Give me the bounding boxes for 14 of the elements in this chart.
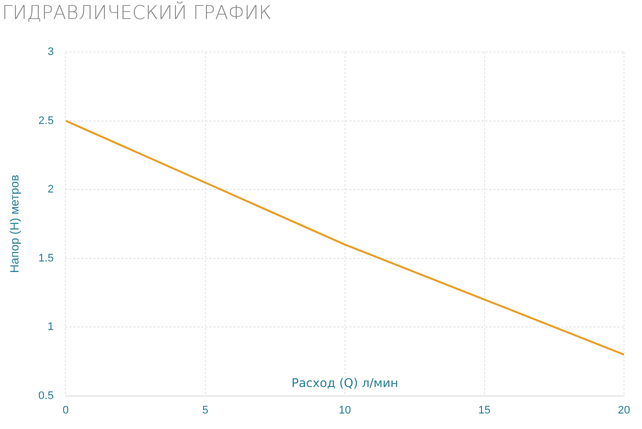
y-tick-label: 3 <box>48 46 54 58</box>
chart-title: ГИДРАВЛИЧЕСКИЙ ГРАФИК <box>2 2 272 24</box>
x-tick-label: 10 <box>338 404 351 416</box>
y-tick-label: 1 <box>48 321 54 334</box>
x-axis-title: Расход (Q) л/мин <box>291 376 398 390</box>
x-tick-label: 5 <box>202 404 208 416</box>
y-tick-label: 1.5 <box>38 252 54 264</box>
x-tick-label: 20 <box>618 404 630 416</box>
y-tick-label: 0.5 <box>38 390 54 402</box>
y-tick-label: 2 <box>48 184 54 196</box>
x-tick-label: 0 <box>62 404 69 416</box>
y-tick-label: 2.5 <box>38 114 54 127</box>
y-axis-title: Напор (H) метров <box>8 174 22 274</box>
x-tick-label: 15 <box>478 404 491 416</box>
